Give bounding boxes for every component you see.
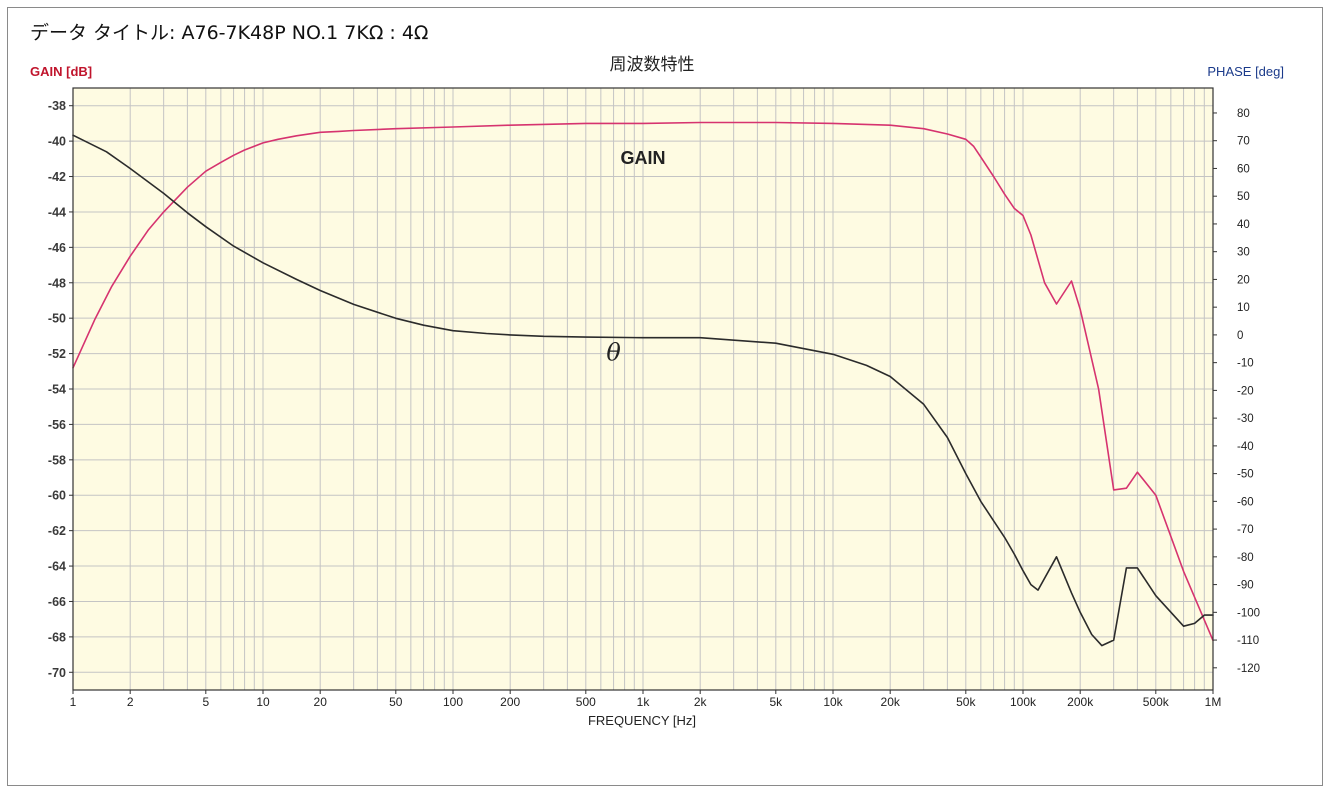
y-tick-label: -66 xyxy=(48,595,66,609)
y2-tick-label: -30 xyxy=(1237,413,1254,425)
y-tick-label: -50 xyxy=(48,312,66,326)
annotations-layer: GAIN θ xyxy=(606,148,665,367)
y2-tick-label: -80 xyxy=(1237,552,1254,564)
frequency-axis-label: FREQUENCY [Hz] xyxy=(588,713,696,728)
y2-tick-label: 30 xyxy=(1237,247,1250,259)
y2-tick-label: 50 xyxy=(1237,191,1250,203)
y2-tick-label: -110 xyxy=(1237,635,1259,647)
y-tick-label: -48 xyxy=(48,276,66,290)
phase-axis-label: PHASE [deg] xyxy=(1207,64,1284,79)
gain-annotation: GAIN xyxy=(621,148,666,168)
y2-tick-label: 10 xyxy=(1237,302,1250,314)
y2-tick-label: -100 xyxy=(1237,607,1260,619)
x-tick-label: 10 xyxy=(256,695,270,709)
x-tick-label: 2k xyxy=(694,695,708,709)
y-tick-label: -64 xyxy=(48,560,66,574)
y-tick-label: -62 xyxy=(48,524,66,538)
gain-axis-label: GAIN [dB] xyxy=(30,64,92,79)
y2-tick-label: -50 xyxy=(1237,469,1254,481)
y-tick-label: -54 xyxy=(48,383,66,397)
x-tick-label: 2 xyxy=(127,695,134,709)
x-tick-label: 200 xyxy=(500,695,520,709)
x-tick-label: 100 xyxy=(443,695,463,709)
x-tick-label: 20 xyxy=(314,695,328,709)
x-tick-label: 500 xyxy=(576,695,596,709)
x-tick-label: 500k xyxy=(1143,695,1170,709)
phase-series-line xyxy=(72,134,1214,647)
y2-tick-label: 0 xyxy=(1237,330,1243,342)
y2-tick-label: -10 xyxy=(1237,358,1254,370)
x-tick-label: 20k xyxy=(881,695,901,709)
x-tick-label: 50 xyxy=(389,695,403,709)
y-tick-label: -42 xyxy=(48,170,66,184)
ticks-layer: 1 2 5 10 20 50 100 200 500 1k 2k 5k 10k 20k 50k 100k 200… xyxy=(48,99,1260,709)
y2-tick-label: 40 xyxy=(1237,219,1250,231)
y2-tick-label: -90 xyxy=(1237,580,1254,592)
y-tick-label: -56 xyxy=(48,418,66,432)
y-tick-label: -40 xyxy=(48,135,66,149)
y2-tick-label: -20 xyxy=(1237,385,1254,397)
y-tick-label: -70 xyxy=(48,666,66,680)
x-tick-label: 10k xyxy=(823,695,843,709)
y2-tick-label: -40 xyxy=(1237,441,1254,453)
data-title: データ タイトル: A76-7K48P NO.1 7KΩ : 4Ω xyxy=(30,22,429,44)
grid xyxy=(72,88,1213,690)
y-tick-label: -52 xyxy=(48,347,66,361)
y2-tick-label: 20 xyxy=(1237,274,1250,286)
gain-series-line xyxy=(72,121,1214,642)
y2-tick-label: -70 xyxy=(1237,524,1254,536)
series-layer xyxy=(72,121,1214,647)
y-tick-label: -38 xyxy=(48,99,66,113)
y-tick-label: -44 xyxy=(48,205,66,219)
x-tick-label: 200k xyxy=(1067,695,1094,709)
x-tick-label: 100k xyxy=(1010,695,1037,709)
chart-title: 周波数特性 xyxy=(610,55,695,75)
x-tick-label: 1 xyxy=(70,695,77,709)
y2-tick-label: 60 xyxy=(1237,163,1250,175)
x-tick-label: 5k xyxy=(769,695,783,709)
phase-annotation: θ xyxy=(606,339,621,367)
x-tick-label: 1M xyxy=(1205,695,1222,709)
y-tick-label: -68 xyxy=(48,630,66,644)
y-tick-label: -58 xyxy=(48,453,66,467)
x-tick-label: 5 xyxy=(202,695,209,709)
y2-tick-label: -120 xyxy=(1237,663,1260,675)
y-tick-label: -60 xyxy=(48,489,66,503)
x-tick-label: 50k xyxy=(956,695,976,709)
y-tick-label: -46 xyxy=(48,241,66,255)
x-tick-label: 1k xyxy=(637,695,651,709)
y2-tick-label: -60 xyxy=(1237,496,1254,508)
y2-tick-label: 80 xyxy=(1237,108,1250,120)
y2-tick-label: 70 xyxy=(1237,136,1250,148)
